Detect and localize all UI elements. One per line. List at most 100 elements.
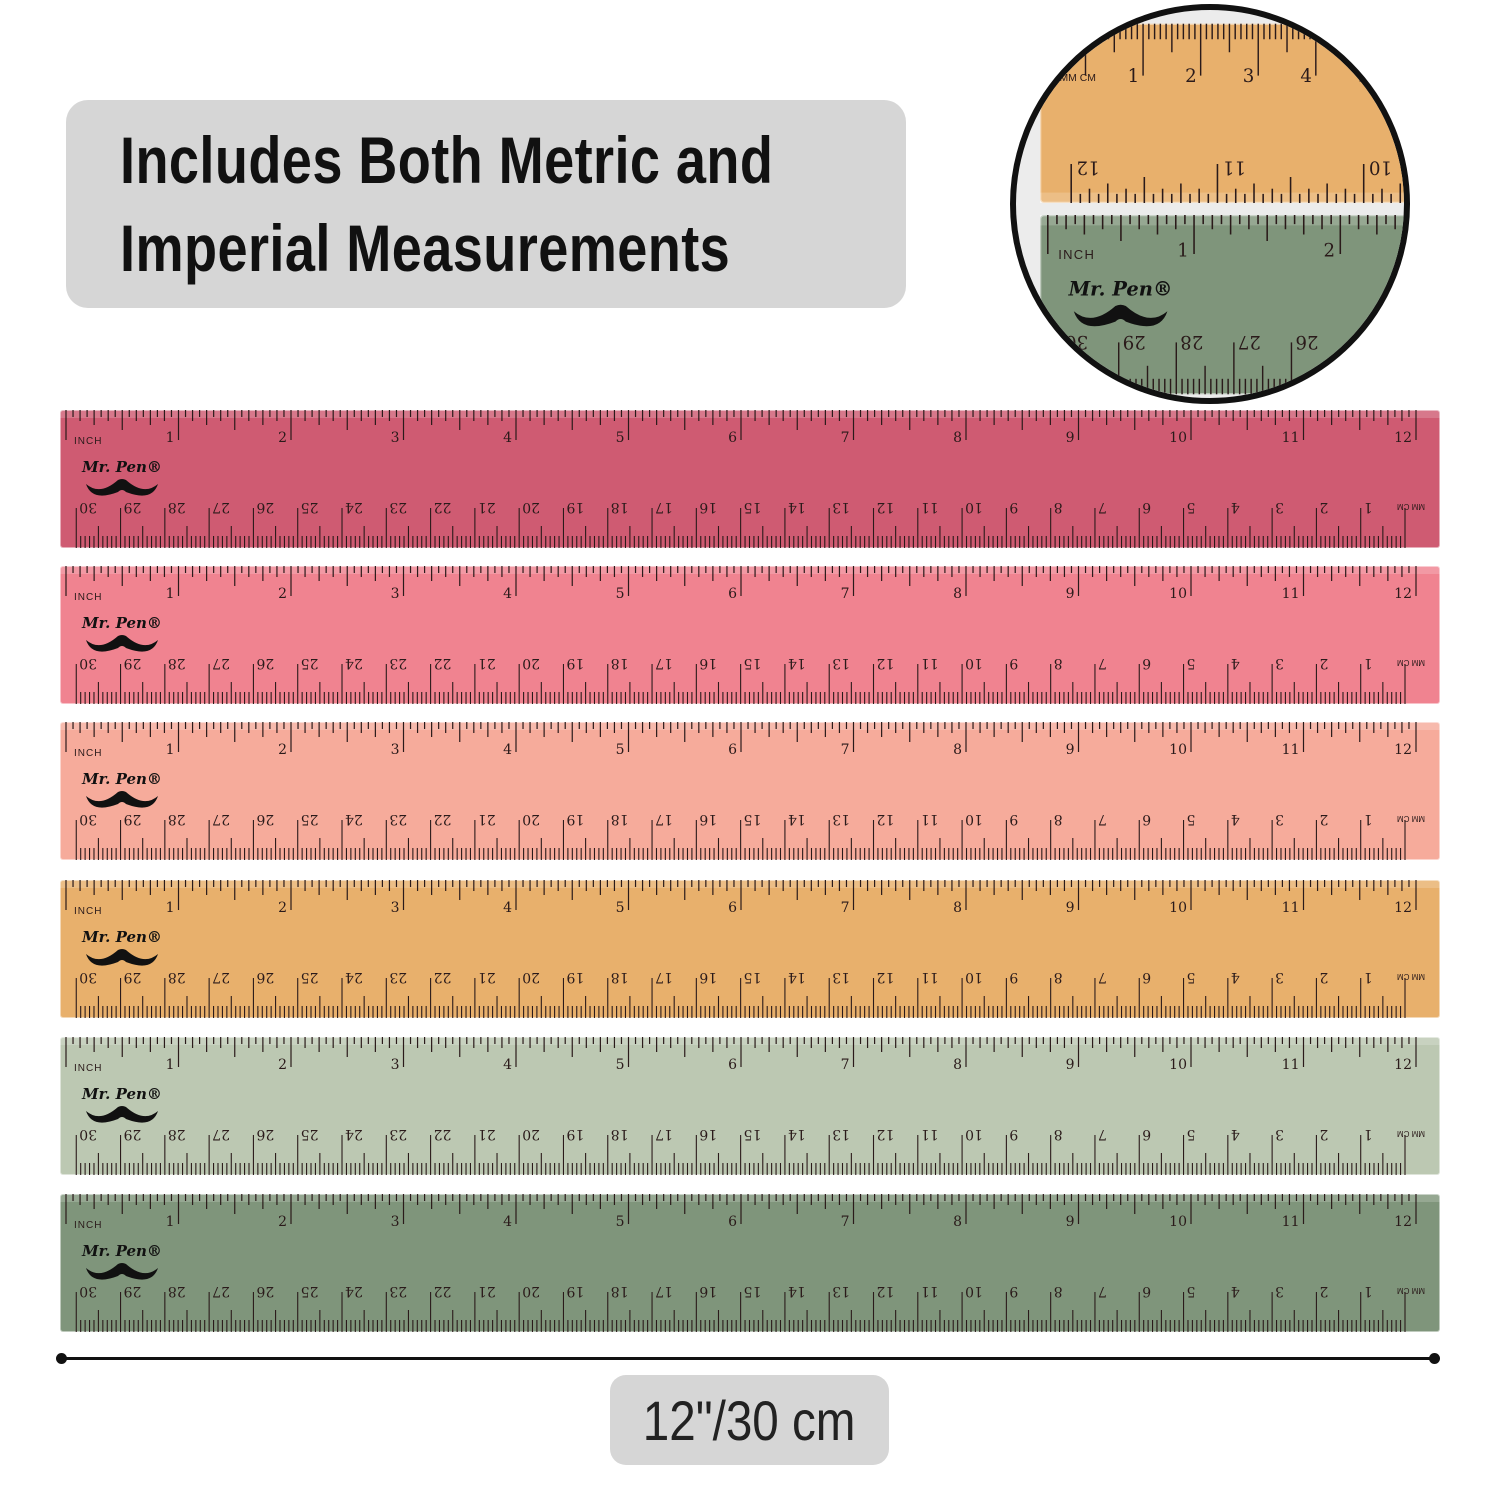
mm-ticks bbox=[75, 664, 1406, 704]
metric-unit-label: MM CM bbox=[1397, 972, 1425, 981]
cm-label: 10 bbox=[965, 811, 983, 827]
cm-label: 8 bbox=[1054, 499, 1063, 515]
cm-label: 28 bbox=[168, 1126, 186, 1142]
cm-label: 3 bbox=[1275, 1283, 1284, 1299]
ruler-body bbox=[1038, 214, 1404, 397]
inch-label: 9 bbox=[1066, 742, 1075, 758]
cm-label: 7 bbox=[1098, 499, 1107, 515]
cm-label: 5 bbox=[1187, 969, 1196, 985]
mustache-icon bbox=[86, 791, 158, 808]
cm-label: 11 bbox=[921, 499, 939, 515]
cm-label: 18 bbox=[611, 811, 629, 827]
cm-label: 10 bbox=[965, 1283, 983, 1299]
inch-label: 12 bbox=[1394, 742, 1412, 758]
ruler-svg: 123456789101112INCH123456789101112131415… bbox=[1038, 22, 1404, 205]
ruler-body bbox=[60, 410, 1440, 548]
cm-label: 29 bbox=[124, 655, 142, 671]
magnified-green-ruler: 123456789101112INCH123456789101112131415… bbox=[1038, 214, 1404, 397]
cm-label: 29 bbox=[124, 1126, 142, 1142]
ruler-body bbox=[60, 566, 1440, 704]
cm-label: 28 bbox=[1180, 331, 1203, 352]
cm-label: 18 bbox=[611, 499, 629, 515]
cm-label: 4 bbox=[1231, 1283, 1240, 1299]
cm-label: 17 bbox=[655, 969, 673, 985]
inch-label: 5 bbox=[616, 900, 625, 916]
cm-label: 21 bbox=[478, 499, 496, 515]
cm-label: 9 bbox=[1009, 1283, 1018, 1299]
cm-label: 6 bbox=[1142, 1283, 1151, 1299]
inch-unit-label: INCH bbox=[74, 748, 102, 759]
cm-label: 17 bbox=[655, 1283, 673, 1299]
cm-label: 8 bbox=[1054, 655, 1063, 671]
cm-label: 30 bbox=[1065, 331, 1088, 352]
cm-label: 18 bbox=[611, 1283, 629, 1299]
cm-label: 26 bbox=[256, 1283, 274, 1299]
inch-label: 9 bbox=[1066, 586, 1075, 602]
mustache-icon bbox=[86, 949, 158, 966]
cm-label: 12 bbox=[877, 1283, 895, 1299]
cm-label: 26 bbox=[256, 655, 274, 671]
cm-label: 25 bbox=[301, 655, 319, 671]
inch-ticks bbox=[1070, 164, 1402, 204]
cm-label: 3 bbox=[1243, 66, 1255, 87]
cm-label: 29 bbox=[124, 969, 142, 985]
inch-unit-label: INCH bbox=[74, 592, 102, 603]
cm-label: 25 bbox=[301, 1126, 319, 1142]
inch-unit-label: INCH bbox=[74, 906, 102, 917]
cm-label: 2 bbox=[1319, 1126, 1328, 1142]
inch-label: 2 bbox=[278, 900, 287, 916]
cm-label: 18 bbox=[611, 1126, 629, 1142]
inch-label: 6 bbox=[728, 900, 737, 916]
cm-label: 6 bbox=[1142, 655, 1151, 671]
cm-label: 30 bbox=[79, 499, 97, 515]
cm-label: 10 bbox=[965, 499, 983, 515]
cm-label: 16 bbox=[699, 499, 717, 515]
brand-logo: Mr. Pen® bbox=[81, 1242, 162, 1260]
inch-label: 9 bbox=[1066, 430, 1075, 446]
inch-label: 2 bbox=[278, 1057, 287, 1073]
inch-label: 11 bbox=[1282, 742, 1300, 758]
inch-label: 10 bbox=[1169, 1057, 1187, 1073]
cm-label: 2 bbox=[1185, 66, 1197, 87]
ruler-coral-pink: 1 2 3 4 5 6 7 8 9 10 11 12 INCH 1 2 3 4 5 6 7 8 9 10 11 12 13 14 15… bbox=[60, 566, 1440, 704]
inch-label: 7 bbox=[841, 742, 850, 758]
cm-label: 15 bbox=[744, 655, 762, 671]
ruler-peach: 1 2 3 4 5 6 7 8 9 10 11 12 INCH 1 2 3 4 5 6 7 8 9 10 11 12 13 14 15… bbox=[60, 722, 1440, 860]
inch-label: 7 bbox=[841, 1214, 850, 1230]
cm-label: 24 bbox=[345, 1126, 363, 1142]
inch-label: 7 bbox=[841, 900, 850, 916]
mustache-icon bbox=[86, 479, 158, 496]
mm-ticks bbox=[75, 820, 1406, 860]
cm-label: 2 bbox=[1319, 969, 1328, 985]
cm-label: 24 bbox=[345, 655, 363, 671]
inch-ticks bbox=[1047, 215, 1404, 255]
inch-label: 7 bbox=[841, 586, 850, 602]
cm-label: 13 bbox=[832, 1283, 850, 1299]
inch-label: 5 bbox=[616, 430, 625, 446]
inch-label: 4 bbox=[503, 586, 512, 602]
cm-label: 23 bbox=[389, 811, 407, 827]
inch-label: 8 bbox=[953, 1214, 962, 1230]
inch-unit-label: INCH bbox=[74, 1220, 102, 1231]
brand-logo: Mr. Pen® bbox=[81, 770, 162, 788]
inch-label: 12 bbox=[1394, 1057, 1412, 1073]
inch-label: 12 bbox=[1076, 157, 1099, 178]
cm-label: 28 bbox=[168, 1283, 186, 1299]
cm-label: 15 bbox=[744, 1283, 762, 1299]
inch-label: 2 bbox=[278, 586, 287, 602]
cm-label: 5 bbox=[1187, 811, 1196, 827]
cm-label: 5 bbox=[1187, 1126, 1196, 1142]
inch-label: 3 bbox=[391, 1214, 400, 1230]
inch-ticks bbox=[65, 722, 1417, 752]
cm-label: 17 bbox=[655, 655, 673, 671]
inch-label: 6 bbox=[728, 586, 737, 602]
ruler-pink-red: 1 2 3 4 5 6 7 8 9 10 11 12 INCH 1 2 3 4 5 6 7 8 9 10 11 12 13 14 15… bbox=[60, 410, 1440, 548]
cm-label: 8 bbox=[1054, 1283, 1063, 1299]
cm-label: 17 bbox=[655, 499, 673, 515]
inch-ticks bbox=[65, 1037, 1417, 1067]
cm-label: 25 bbox=[301, 499, 319, 515]
inch-label: 6 bbox=[728, 1214, 737, 1230]
inch-label: 4 bbox=[503, 1214, 512, 1230]
cm-label: 1 bbox=[1128, 66, 1140, 87]
